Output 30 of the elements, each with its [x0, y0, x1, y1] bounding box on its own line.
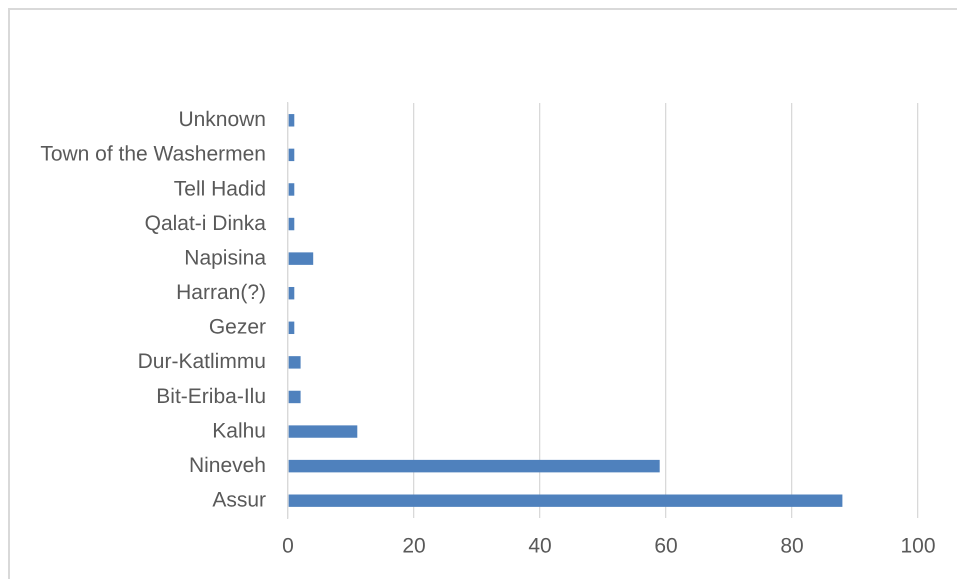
bar [288, 494, 842, 507]
x-tick-label: 40 [528, 534, 552, 558]
y-tick-label: Town of the Washermen [40, 142, 266, 166]
y-tick-label: Qalat-i Dinka [144, 212, 266, 235]
x-tick-label: 80 [780, 534, 804, 558]
bar [288, 183, 294, 196]
y-tick-label: Unknown [178, 108, 266, 132]
y-tick-label: Kalhu [212, 419, 266, 442]
y-tick-label: Napisina [184, 246, 266, 270]
x-tick-label: 100 [900, 534, 936, 558]
y-tick-label: Tell Hadid [174, 177, 266, 200]
bar [288, 286, 294, 300]
x-tick-label: 60 [654, 534, 678, 558]
bar [288, 322, 294, 334]
y-tick-label: Harran(?) [176, 281, 266, 304]
y-tick-label: Dur-Katlimmu [138, 350, 266, 374]
y-tick-label: Gezer [208, 316, 266, 339]
bar [288, 218, 294, 230]
y-tick-label: Nineveh [188, 454, 266, 477]
bar [288, 252, 314, 265]
bar [288, 460, 660, 472]
bar [288, 114, 294, 127]
x-tick-label: 0 [282, 534, 294, 558]
y-tick-label: Bit-Eriba-Ilu [156, 384, 266, 408]
bar [288, 148, 294, 162]
bar [288, 425, 358, 438]
x-tick-label: 20 [402, 534, 426, 558]
bar [288, 356, 301, 369]
y-tick-label: Assur [212, 488, 266, 512]
bar [288, 390, 301, 404]
